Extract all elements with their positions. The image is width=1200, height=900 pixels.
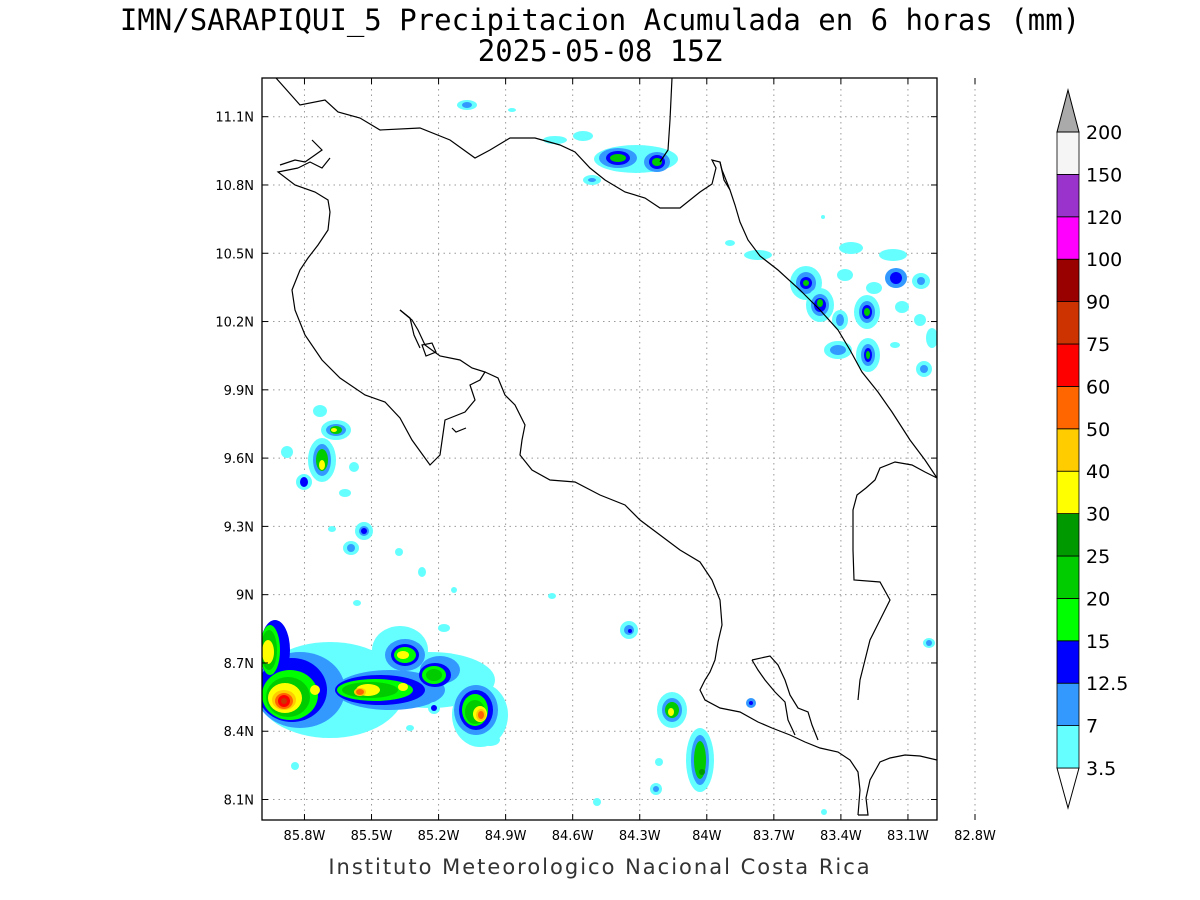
colorbar-label: 75 [1086,334,1110,356]
colorbar-swatch [1056,555,1080,599]
lat-tick-label: 9.6N [224,452,254,467]
colorbar-label: 25 [1086,546,1110,568]
lon-tick-label: 85.5W [351,829,393,844]
lon-tick-label: 84.3W [619,829,661,844]
lat-tick-label: 10.2N [215,316,254,331]
colorbar-swatch [1056,385,1080,430]
colorbar-underflow-triangle [1056,767,1080,810]
lon-tick-label: 84W [692,829,722,844]
footer-credit: Instituto Meteorologico Nacional Costa R… [328,855,872,879]
lon-tick-label: 84.6W [552,829,594,844]
colorbar-overflow-triangle [1056,88,1080,133]
latitude-axis: 8.1N 8.4N 8.7N 9N 9.3N 9.6N 9.9N 10.2N 10.5N 10.8… [215,111,937,809]
colorbar-label: 30 [1086,504,1110,526]
lon-tick-label: 83.7W [753,829,795,844]
colorbar-label: 7 [1086,716,1098,738]
colorbar-swatch [1056,131,1080,175]
lon-tick-label: 85.8W [284,829,326,844]
longitude-axis: 85.8W 85.5W 85.2W 84.9W 84.6W 84.3W 84W 83.7W 83… [284,78,996,844]
colorbar-label: 40 [1086,461,1110,483]
lon-tick-label: 84.9W [485,829,527,844]
colorbar-swatch [1056,173,1080,218]
precipitation-areas [262,100,937,815]
lat-tick-label: 8.1N [224,794,254,809]
colorbar-label: 150 [1086,164,1122,186]
colorbar-swatch [1056,470,1080,515]
colorbar-swatch [1056,725,1080,769]
lat-tick-label: 10.5N [215,247,254,262]
colorbar-swatch [1056,640,1080,684]
colorbar-label: 90 [1086,292,1110,314]
colorbar-swatch [1056,428,1080,472]
colorbar-label: 100 [1086,249,1122,271]
map-subtitle-date: 2025-05-08 15Z [477,34,723,68]
colorbar-label: 3.5 [1086,758,1116,780]
colorbar-swatch [1056,598,1080,642]
colorbar-label: 200 [1086,122,1122,144]
lon-tick-label: 83.4W [820,829,862,844]
lat-tick-label: 8.7N [224,657,254,672]
colorbar-label: 15 [1086,631,1110,653]
colorbar-label: 20 [1086,588,1110,610]
colorbar-swatch [1056,343,1080,387]
colorbar-swatch [1056,682,1080,727]
colorbar-swatch [1056,301,1080,345]
lon-tick-label: 83.1W [887,829,929,844]
colorbar-swatch [1056,216,1080,260]
colorbar-label: 120 [1086,207,1122,229]
coastline-and-borders [275,78,937,816]
colorbar-label: 12.5 [1086,673,1128,695]
colorbar-swatch [1056,258,1080,303]
colorbar-label: 50 [1086,419,1110,441]
map-frame [261,77,938,821]
lat-tick-label: 8.4N [224,725,254,740]
map-title: IMN/SARAPIQUI_5 Precipitacion Acumulada … [119,3,1081,37]
lat-tick-label: 9.9N [224,384,254,399]
lat-tick-label: 9N [236,589,254,604]
lat-tick-label: 10.8N [215,179,254,194]
lat-tick-label: 9.3N [224,520,254,535]
lon-tick-label: 85.2W [418,829,460,844]
lon-tick-label: 82.8W [954,829,996,844]
colorbar-legend: 3.5 7 12.5 15 20 25 30 40 50 60 75 90 100 120 150 200 [1056,88,1128,810]
map-gridlines [262,78,976,820]
colorbar-label: 60 [1086,376,1110,398]
colorbar-swatch [1056,513,1080,557]
lat-tick-label: 11.1N [215,111,254,126]
